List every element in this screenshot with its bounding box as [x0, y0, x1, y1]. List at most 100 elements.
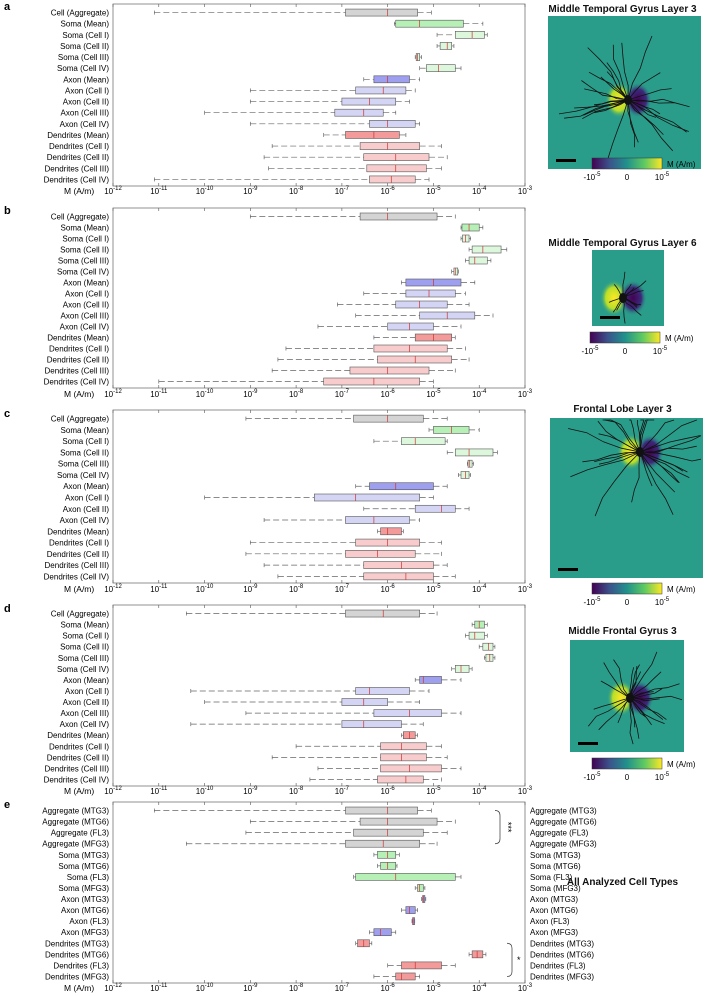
row-label: Aggregate (MTG6) [42, 818, 109, 827]
box [363, 153, 430, 161]
x-tick-label: 10-6 [381, 584, 396, 594]
colorbar-tick: 0 [625, 773, 630, 782]
row-label: Dendrites (Cell II) [47, 356, 110, 365]
significance-bracket [494, 810, 501, 845]
row-label: Soma (Cell III) [58, 654, 109, 663]
neuron-branch [587, 697, 631, 727]
scale-bar [600, 316, 620, 319]
axes-frame [112, 604, 526, 787]
row-label: Soma (Cell IV) [57, 471, 109, 480]
neuron-branch [598, 433, 641, 453]
row-label: Axon (FL3) [69, 917, 109, 926]
row-label: Axon (Cell IV) [60, 120, 110, 129]
box [345, 516, 410, 524]
x-tick-label: 10-4 [472, 186, 487, 196]
neuron-branch [612, 44, 629, 101]
row-label: Soma (Cell III) [58, 257, 109, 266]
x-tick-label: 10-5 [426, 786, 441, 796]
box [353, 414, 424, 423]
row-label: Axon (Cell II) [63, 505, 110, 514]
x-tick-label: 10-3 [518, 983, 533, 993]
box [468, 256, 488, 265]
box [373, 709, 442, 717]
colorbar-tick: -10-5 [584, 772, 602, 782]
x-tick-label: 10-8 [289, 186, 304, 196]
row-label: Soma (MTG6) [58, 862, 109, 871]
box [414, 504, 456, 513]
box [345, 806, 418, 815]
x-tick-label: 10-3 [518, 389, 533, 399]
row-label: Axon (Cell III) [61, 109, 110, 118]
scale-bar [578, 742, 598, 745]
box [377, 850, 397, 859]
colorbar [591, 157, 663, 170]
neuron-branch [583, 99, 629, 116]
box [334, 108, 384, 117]
neuron-branch [639, 451, 676, 493]
x-tick-label: 10-12 [104, 186, 122, 196]
panel-e: e 10-12 10-11 10-10 10-9 10-8 10-7 10-6 10-5 10-4… [4, 799, 597, 993]
panel-letter-c: c [4, 408, 10, 420]
neuron-branch [627, 99, 639, 143]
box [359, 142, 420, 150]
neuron-branch [629, 691, 654, 699]
x-tick-label: 10-10 [196, 983, 214, 993]
colorbar-tick: -10-5 [584, 172, 602, 182]
box [345, 609, 420, 618]
row-label-right: Axon (FL3) [530, 917, 570, 926]
colorbar-tick: -10-5 [584, 597, 602, 607]
box [345, 131, 400, 139]
box [380, 764, 442, 773]
row-label-right: Aggregate (MFG3) [530, 840, 597, 849]
row-label: Soma (MFG3) [58, 884, 109, 893]
x-axis-label: M (A/m) [64, 983, 94, 993]
row-label: Soma (FL3) [67, 873, 110, 882]
x-tick-label: 10-4 [472, 983, 487, 993]
x-tick-label: 10-10 [196, 186, 214, 196]
box [369, 482, 434, 491]
panel-a: a 10-12 10-11 10-10 10-9 10-8 10-7 10-6 10-5 10-4… [4, 1, 533, 196]
box [380, 862, 397, 870]
x-tick-label: 10-8 [289, 389, 304, 399]
x-tick-label: 10-9 [243, 786, 258, 796]
colorbar-unit: M (A/m) [667, 585, 696, 594]
panel-d: d 10-12 10-11 10-10 10-9 10-8 10-7 10-6 10-5 10-4… [4, 603, 533, 796]
box [426, 64, 456, 72]
row-label: Axon (Mean) [63, 482, 109, 491]
soma [619, 293, 627, 303]
x-tick-label: 10-9 [243, 983, 258, 993]
map-title-c: Frontal Lobe Layer 3 [573, 404, 672, 415]
row-label: Soma (Mean) [61, 224, 110, 233]
box [359, 212, 438, 221]
box [363, 572, 434, 581]
box [461, 223, 480, 232]
row-label: Soma (Cell III) [58, 53, 109, 62]
neuron-branch [594, 451, 641, 463]
row-label-right: Soma (MFG3) [530, 884, 581, 893]
neuron-branch [629, 697, 665, 724]
neuron-branch [613, 659, 631, 699]
box [377, 775, 424, 784]
row-label: Cell (Aggregate) [51, 9, 110, 18]
colorbar-unit: M (A/m) [665, 334, 694, 343]
box [482, 642, 494, 651]
x-tick-label: 10-3 [518, 584, 533, 594]
neuron-branch [600, 76, 629, 101]
row-label: Axon (Mean) [63, 676, 109, 685]
row-label: Dendrites (Cell I) [49, 345, 109, 354]
x-tick-label: 10-11 [150, 786, 168, 796]
neuron-branch [639, 451, 690, 478]
neuron-branch [639, 419, 649, 453]
row-label: Dendrites (Cell II) [47, 153, 110, 162]
x-tick-label: 10-6 [381, 983, 396, 993]
box [439, 42, 452, 50]
neuron-branch [629, 697, 667, 720]
neuron-branch [636, 419, 641, 453]
soma [636, 447, 644, 457]
soma [624, 95, 632, 105]
box [415, 53, 420, 61]
neuron-branch [629, 688, 663, 699]
x-tick-label: 10-4 [472, 389, 487, 399]
box [417, 884, 424, 892]
